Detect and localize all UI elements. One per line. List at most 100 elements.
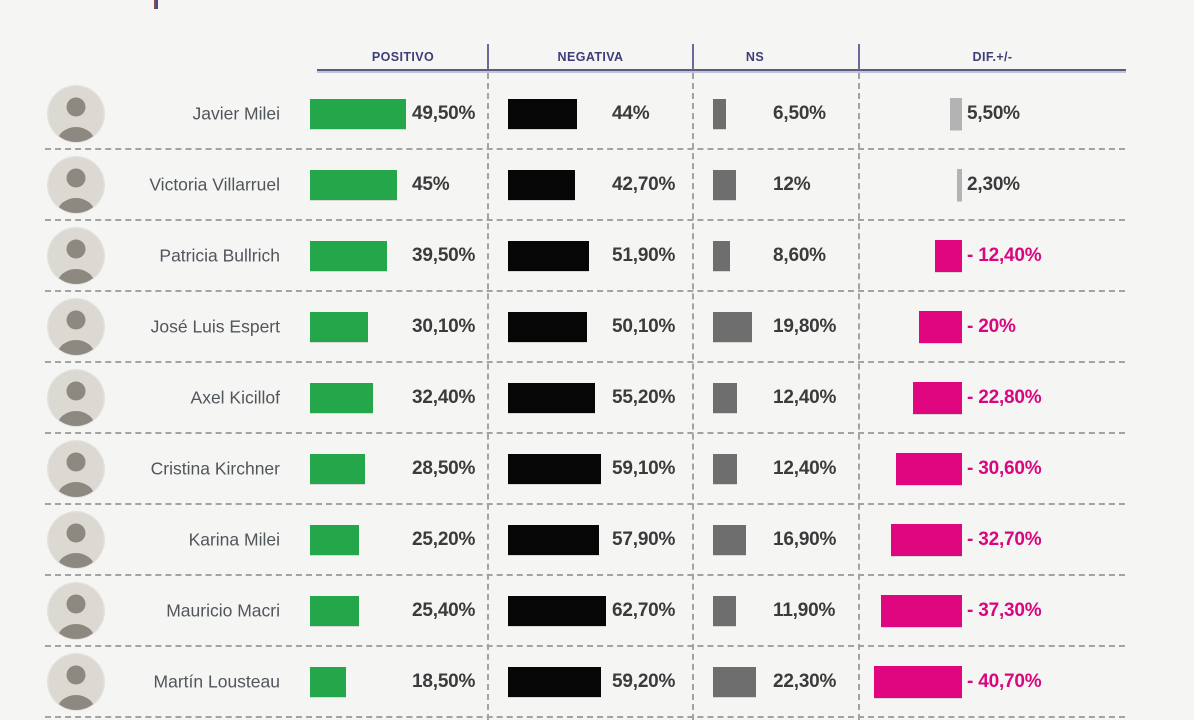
ns-cell: 12% (693, 149, 859, 220)
row-separator (45, 219, 1125, 221)
dif-bar (874, 665, 962, 698)
positivo-value: 45% (412, 173, 450, 195)
dif-bar (935, 239, 962, 272)
negativa-value: 59,20% (612, 670, 676, 692)
positivo-bar (310, 595, 359, 626)
row-separator (45, 361, 1125, 363)
dif-cell: - 12,40% (859, 220, 1194, 291)
table-row: Cristina Kirchner 28,50% 59,10% 12,40% -… (0, 433, 1194, 505)
header-divider (487, 44, 489, 70)
dif-bar (919, 310, 962, 343)
negativa-value: 55,20% (612, 386, 676, 408)
positivo-cell: 45% (280, 149, 488, 220)
ns-cell: 12,40% (693, 362, 859, 433)
name-cell: Patricia Bullrich (110, 220, 280, 291)
positivo-value: 25,20% (412, 528, 476, 550)
ns-cell: 11,90% (693, 575, 859, 646)
person-icon (48, 511, 104, 568)
positivo-value: 49,50% (412, 102, 476, 124)
person-icon (48, 156, 104, 213)
ns-value: 12% (773, 173, 811, 195)
table-row: José Luis Espert 30,10% 50,10% 19,80% - … (0, 291, 1194, 363)
dif-bar (950, 97, 962, 130)
avatar-cell (0, 575, 110, 646)
negativa-value: 51,90% (612, 244, 676, 266)
column-header-ns: NS (745, 50, 765, 64)
avatar (48, 369, 104, 426)
person-icon (48, 298, 104, 355)
avatar (48, 440, 104, 497)
ns-value: 11,90% (773, 599, 836, 621)
avatar-cell (0, 433, 110, 504)
table-row: Patricia Bullrich 39,50% 51,90% 8,60% - … (0, 220, 1194, 292)
dif-value: - 37,30% (967, 599, 1042, 621)
ns-cell: 8,60% (693, 220, 859, 291)
ns-cell: 22,30% (693, 646, 859, 717)
positivo-cell: 25,40% (280, 575, 488, 646)
person-name: Martín Lousteau (153, 671, 280, 691)
dif-bar-anchor (859, 291, 962, 362)
avatar (48, 298, 104, 355)
table-row: Karina Milei 25,20% 57,90% 16,90% - 32,7… (0, 504, 1194, 576)
column-header-dif: DIF.+/- (972, 50, 1013, 64)
person-name: Victoria Villarruel (149, 174, 280, 194)
negativa-value: 57,90% (612, 528, 676, 550)
dif-bar-anchor (859, 433, 962, 504)
row-separator (45, 290, 1125, 292)
header-underline (317, 69, 1126, 71)
avatar-cell (0, 220, 110, 291)
ns-bar (713, 98, 726, 129)
dif-value: - 40,70% (967, 670, 1042, 692)
positivo-value: 32,40% (412, 386, 476, 408)
negativa-value: 59,10% (612, 457, 676, 479)
dif-bar-anchor (859, 504, 962, 575)
dif-cell: 5,50% (859, 78, 1194, 149)
negativa-cell: 44% (488, 78, 693, 149)
ns-bar (713, 382, 737, 413)
negativa-bar (508, 382, 595, 413)
avatar-cell (0, 504, 110, 575)
column-separator (487, 73, 489, 720)
negativa-value: 62,70% (612, 599, 676, 621)
dif-value: 2,30% (967, 173, 1020, 195)
dif-bar-anchor (859, 575, 962, 646)
person-icon (48, 440, 104, 497)
avatar (48, 582, 104, 639)
person-icon (48, 227, 104, 284)
cropped-title-remnant (154, 0, 158, 9)
dif-value: - 32,70% (967, 528, 1042, 550)
ns-bar (713, 524, 746, 555)
negativa-cell: 51,90% (488, 220, 693, 291)
row-separator (45, 574, 1125, 576)
table-body: Javier Milei 49,50% 44% 6,50% 5,50% (0, 78, 1194, 718)
positivo-bar (310, 240, 387, 271)
positivo-cell: 49,50% (280, 78, 488, 149)
dif-bar-anchor (859, 220, 962, 291)
ns-cell: 16,90% (693, 504, 859, 575)
table-row: Victoria Villarruel 45% 42,70% 12% 2,30% (0, 149, 1194, 221)
dif-cell: - 40,70% (859, 646, 1194, 717)
table-row: Martín Lousteau 18,50% 59,20% 22,30% - 4… (0, 646, 1194, 718)
row-separator (45, 148, 1125, 150)
negativa-bar (508, 98, 577, 129)
positivo-value: 39,50% (412, 244, 476, 266)
person-name: Karina Milei (188, 529, 280, 549)
person-name: Axel Kicillof (190, 387, 280, 407)
ns-bar (713, 453, 737, 484)
header-divider (692, 44, 694, 70)
positivo-cell: 18,50% (280, 646, 488, 717)
avatar (48, 227, 104, 284)
ns-bar (713, 311, 752, 342)
ns-value: 16,90% (773, 528, 837, 550)
name-cell: Victoria Villarruel (110, 149, 280, 220)
person-name: Patricia Bullrich (159, 245, 280, 265)
negativa-bar (508, 240, 589, 271)
person-name: Javier Milei (192, 103, 280, 123)
dif-bar (896, 452, 962, 485)
name-cell: José Luis Espert (110, 291, 280, 362)
negativa-cell: 57,90% (488, 504, 693, 575)
ns-value: 22,30% (773, 670, 837, 692)
ns-bar (713, 169, 736, 200)
negativa-bar (508, 666, 601, 697)
ns-value: 12,40% (773, 457, 837, 479)
